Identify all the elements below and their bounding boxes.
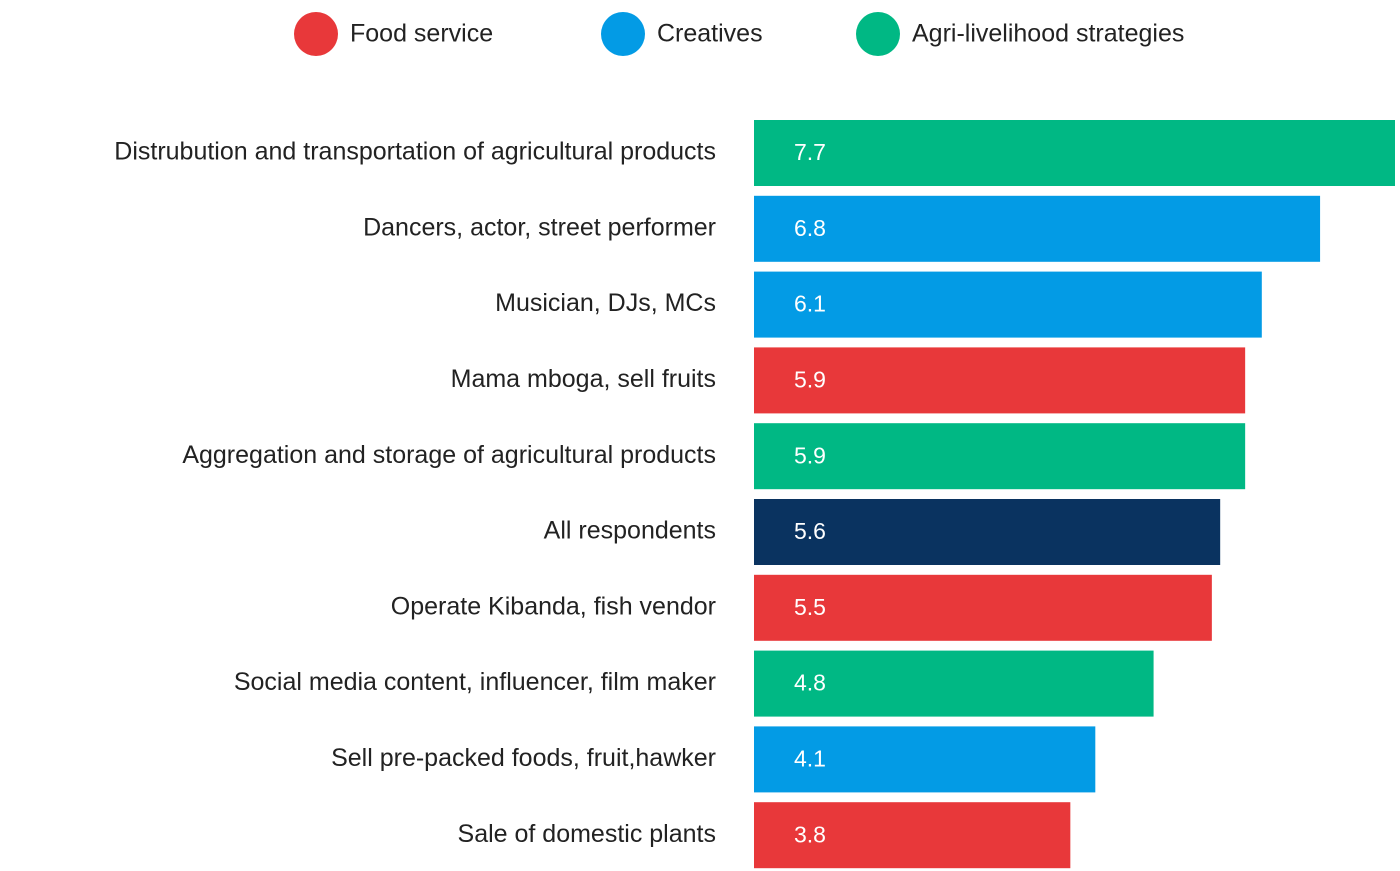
bar: [754, 650, 1154, 717]
value-label: 6.8: [794, 215, 826, 241]
bar: [754, 347, 1246, 414]
category-label: Operate Kibanda, fish vendor: [391, 592, 716, 620]
legend-label: Creatives: [657, 20, 763, 48]
bar: [754, 574, 1212, 641]
value-label: 4.1: [794, 745, 826, 771]
value-label: 5.9: [794, 442, 826, 468]
bar: [754, 271, 1262, 338]
value-label: 3.8: [794, 821, 826, 847]
category-label: Aggregation and storage of agricultural …: [182, 441, 716, 469]
category-label: Sell pre-packed foods, fruit,hawker: [331, 744, 716, 772]
bar: [754, 726, 1096, 793]
category-label: Social media content, influencer, film m…: [234, 668, 716, 696]
legend-label: Agri-livelihood strategies: [912, 20, 1184, 48]
category-label: Dancers, actor, street performer: [363, 213, 716, 241]
value-label: 7.7: [794, 139, 826, 165]
bar: [754, 195, 1321, 262]
legend-swatch: [294, 12, 338, 56]
legend-label: Food service: [350, 20, 493, 48]
category-label: All respondents: [544, 517, 716, 545]
category-label: Sale of domestic plants: [458, 820, 716, 848]
value-label: 5.9: [794, 366, 826, 392]
bar: [754, 120, 1395, 186]
legend-swatch: [601, 12, 645, 56]
category-label: Musician, DJs, MCs: [495, 289, 716, 317]
value-label: 5.6: [794, 518, 826, 544]
value-label: 4.8: [794, 670, 826, 696]
bar: [754, 499, 1221, 565]
category-label: Mama mboga, sell fruits: [451, 365, 716, 393]
legend-swatch: [856, 12, 900, 56]
category-label: Distrubution and transportation of agric…: [114, 138, 716, 166]
bar: [754, 802, 1071, 869]
bar: [754, 423, 1246, 490]
value-label: 6.1: [794, 291, 826, 317]
value-label: 5.5: [794, 594, 826, 620]
